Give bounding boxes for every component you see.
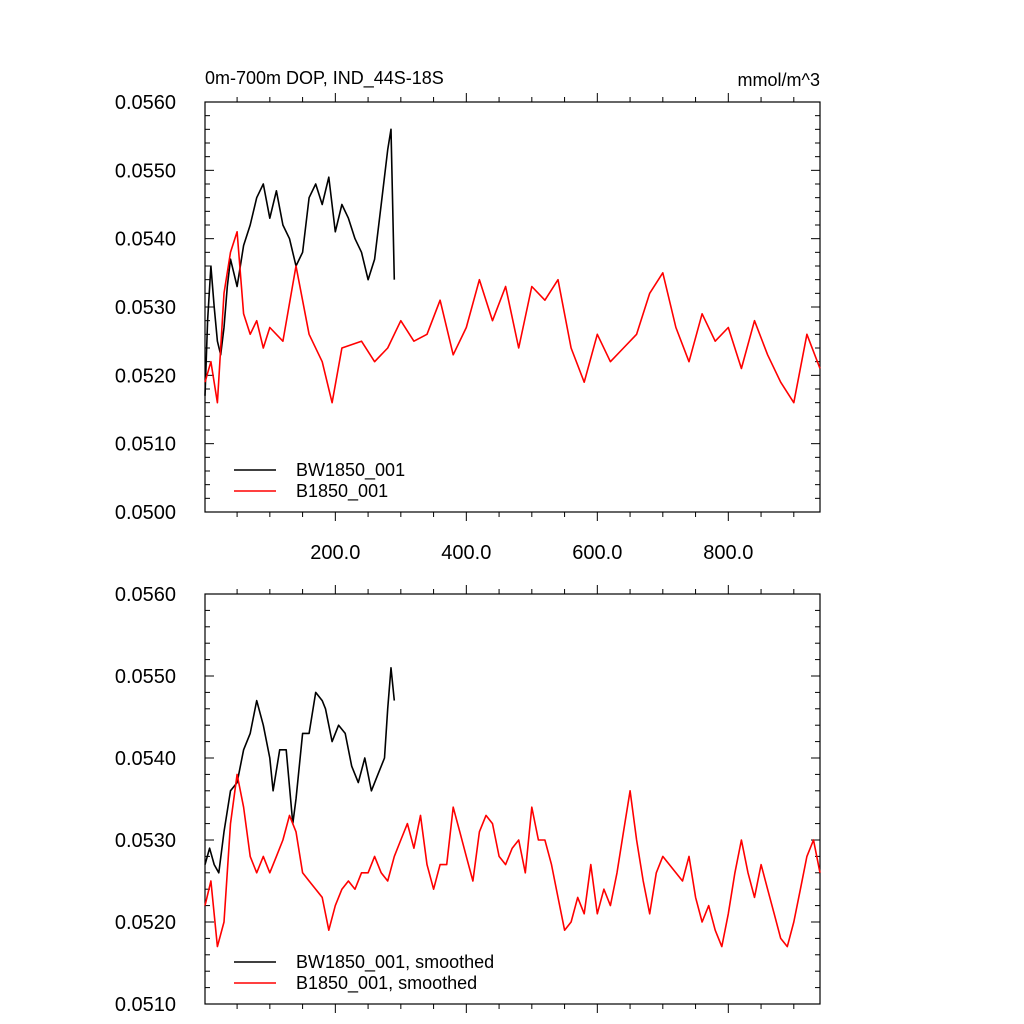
y-tick-label: 0.0560 bbox=[115, 584, 176, 606]
y-tick-label: 0.0520 bbox=[115, 365, 176, 387]
y-tick-label: 0.0540 bbox=[115, 748, 176, 770]
series-line-b1850 bbox=[204, 773, 821, 948]
plot-frame bbox=[204, 593, 821, 1005]
y-tick-label: 0.0500 bbox=[115, 502, 176, 524]
y-tick-label: 0.0540 bbox=[115, 229, 176, 251]
series-line-bw1850 bbox=[204, 666, 396, 874]
bottom-panel: 0.0510 0.0520 0.0530 0.0540 0.0550 0.0560 BW18… bbox=[115, 584, 821, 1016]
top-panel: 0m-700m DOP, IND_44S-18S mmol/m^3 0.0500… bbox=[115, 68, 821, 564]
y-tick-label: 0.0520 bbox=[115, 912, 176, 934]
x-tick-label: 400.0 bbox=[441, 542, 491, 564]
legend-label: B1850_001, smoothed bbox=[296, 973, 477, 994]
legend-label: B1850_001 bbox=[296, 481, 388, 502]
chart-title: 0m-700m DOP, IND_44S-18S bbox=[205, 68, 444, 89]
series-line-bw1850 bbox=[204, 128, 396, 396]
units-label: mmol/m^3 bbox=[738, 70, 820, 90]
plot-frame bbox=[204, 101, 821, 513]
x-tick-label: 800.0 bbox=[703, 542, 753, 564]
y-tick-label: 0.0510 bbox=[115, 994, 176, 1016]
legend-label: BW1850_001 bbox=[296, 460, 405, 481]
y-tick-label: 0.0550 bbox=[115, 160, 176, 182]
legend-label: BW1850_001, smoothed bbox=[296, 952, 494, 973]
y-tick-label: 0.0530 bbox=[115, 830, 176, 852]
x-tick-label: 200.0 bbox=[310, 542, 360, 564]
y-tick-label: 0.0510 bbox=[115, 434, 176, 456]
y-tick-label: 0.0550 bbox=[115, 666, 176, 688]
y-tick-label: 0.0560 bbox=[115, 92, 176, 114]
y-tick-label: 0.0530 bbox=[115, 297, 176, 319]
x-tick-label: 600.0 bbox=[572, 542, 622, 564]
series-line-b1850 bbox=[204, 231, 821, 404]
